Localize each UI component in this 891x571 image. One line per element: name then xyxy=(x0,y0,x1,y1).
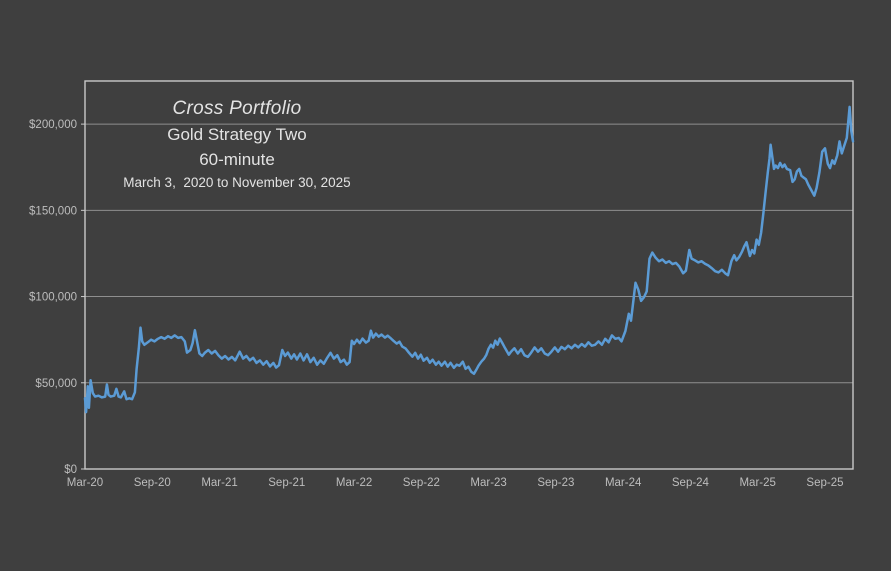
x-axis-label: Mar-25 xyxy=(739,477,775,489)
x-axis-label: Sep-24 xyxy=(672,477,710,489)
x-axis-label: Mar-22 xyxy=(336,477,372,489)
x-axis-label: Sep-20 xyxy=(134,477,171,489)
y-axis-label: $200,000 xyxy=(29,119,77,131)
equity-line xyxy=(83,105,855,414)
x-axis-label: Mar-24 xyxy=(605,477,642,489)
chart-subtitle-timeframe: 60-minute xyxy=(199,150,275,169)
chart-title: Cross Portfolio xyxy=(172,98,302,119)
chart-date-range: March 3, 2020 to November 30, 2025 xyxy=(123,175,351,190)
x-axis-label: Sep-21 xyxy=(268,477,305,489)
y-axis-label: $150,000 xyxy=(29,205,77,217)
plot-border xyxy=(84,80,854,470)
x-axis-label: Sep-25 xyxy=(806,477,843,489)
x-axis-label: Mar-20 xyxy=(67,477,103,489)
x-axis-label: Sep-22 xyxy=(403,477,440,489)
y-axis-label: $100,000 xyxy=(29,292,77,304)
x-axis-label: Mar-23 xyxy=(470,477,506,489)
y-axis-label: $50,000 xyxy=(35,378,77,390)
x-axis-label: Sep-23 xyxy=(537,477,574,489)
chart-title-block: Cross Portfolio Gold Strategy Two 60-min… xyxy=(85,95,389,194)
x-axis-label: Mar-21 xyxy=(201,477,237,489)
chart-subtitle-strategy: Gold Strategy Two xyxy=(167,125,307,144)
y-axis-label: $0 xyxy=(64,464,77,476)
